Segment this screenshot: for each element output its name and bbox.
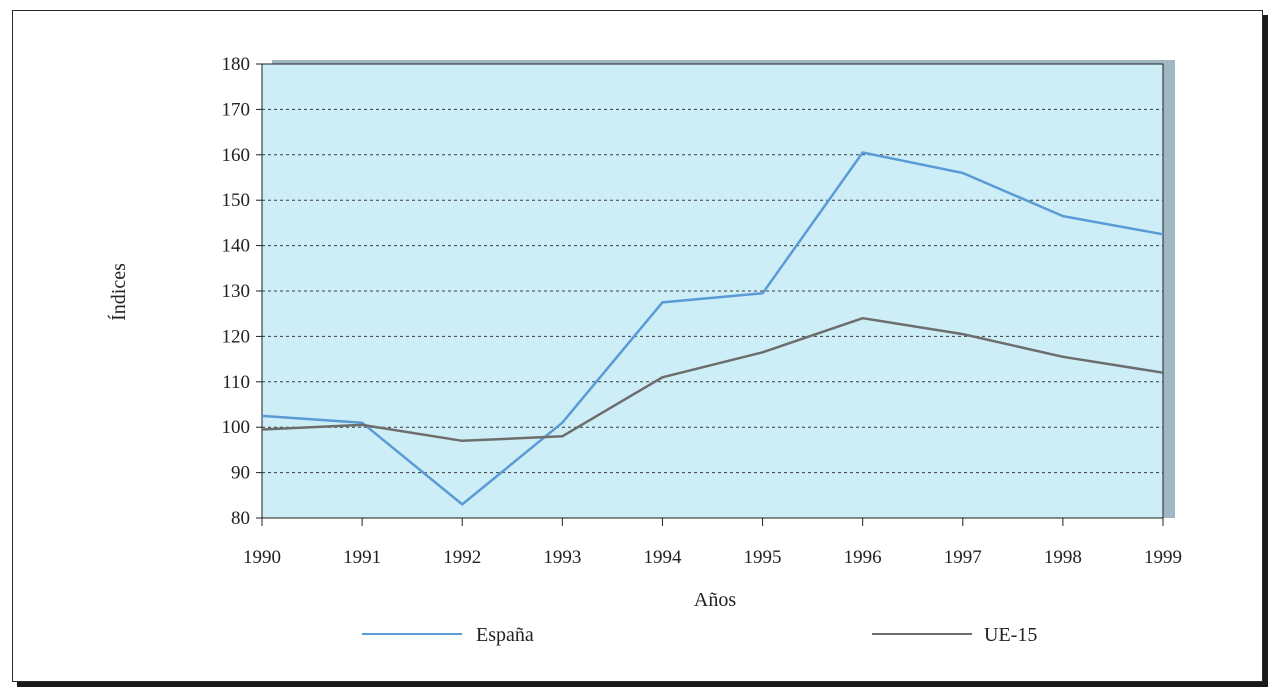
x-tick-label-1996: 1996: [844, 547, 882, 568]
legend: España UE-15: [362, 624, 1037, 646]
y-tick-label-110: 110: [222, 372, 250, 393]
y-tick-label-140: 140: [222, 236, 251, 257]
x-axis-title: Años: [694, 589, 736, 611]
series-lines: [261, 151, 1164, 506]
x-tick-label-1999: 1999: [1144, 547, 1182, 568]
y-tick-label-130: 130: [222, 281, 251, 302]
x-tick-label-1993: 1993: [543, 547, 581, 568]
x-tick-label-1994: 1994: [643, 547, 682, 568]
y-axis-title: Índices: [107, 263, 130, 321]
x-tick-label-1990: 1990: [243, 547, 281, 568]
gridlines: [262, 108, 1163, 474]
series-line-ue15: [261, 316, 1164, 443]
y-tick-label-180: 180: [222, 54, 251, 75]
y-tick-label-100: 100: [222, 417, 251, 438]
y-axis: 80 90 100 110 120 130 140 150 160 170 180: [222, 54, 262, 529]
x-tick-label-1991: 1991: [343, 547, 381, 568]
legend-label-ue15: UE-15: [984, 624, 1037, 646]
x-tick-label-1995: 1995: [744, 547, 782, 568]
y-tick-label-160: 160: [222, 145, 251, 166]
y-tick-label-120: 120: [222, 326, 251, 347]
y-tick-label-170: 170: [222, 99, 251, 120]
y-tick-label-150: 150: [222, 190, 251, 211]
legend-label-espana: España: [476, 624, 534, 646]
y-tick-label-80: 80: [231, 508, 250, 529]
y-tick-label-90: 90: [231, 463, 250, 484]
x-tick-label-1997: 1997: [944, 547, 982, 568]
x-tick-label-1998: 1998: [1044, 547, 1082, 568]
x-tick-label-1992: 1992: [443, 547, 481, 568]
x-axis: 1990 1991 1992 1993 1994 1995 1996 1997 1998 1999: [243, 518, 1182, 568]
series-line-espana: [261, 151, 1164, 506]
